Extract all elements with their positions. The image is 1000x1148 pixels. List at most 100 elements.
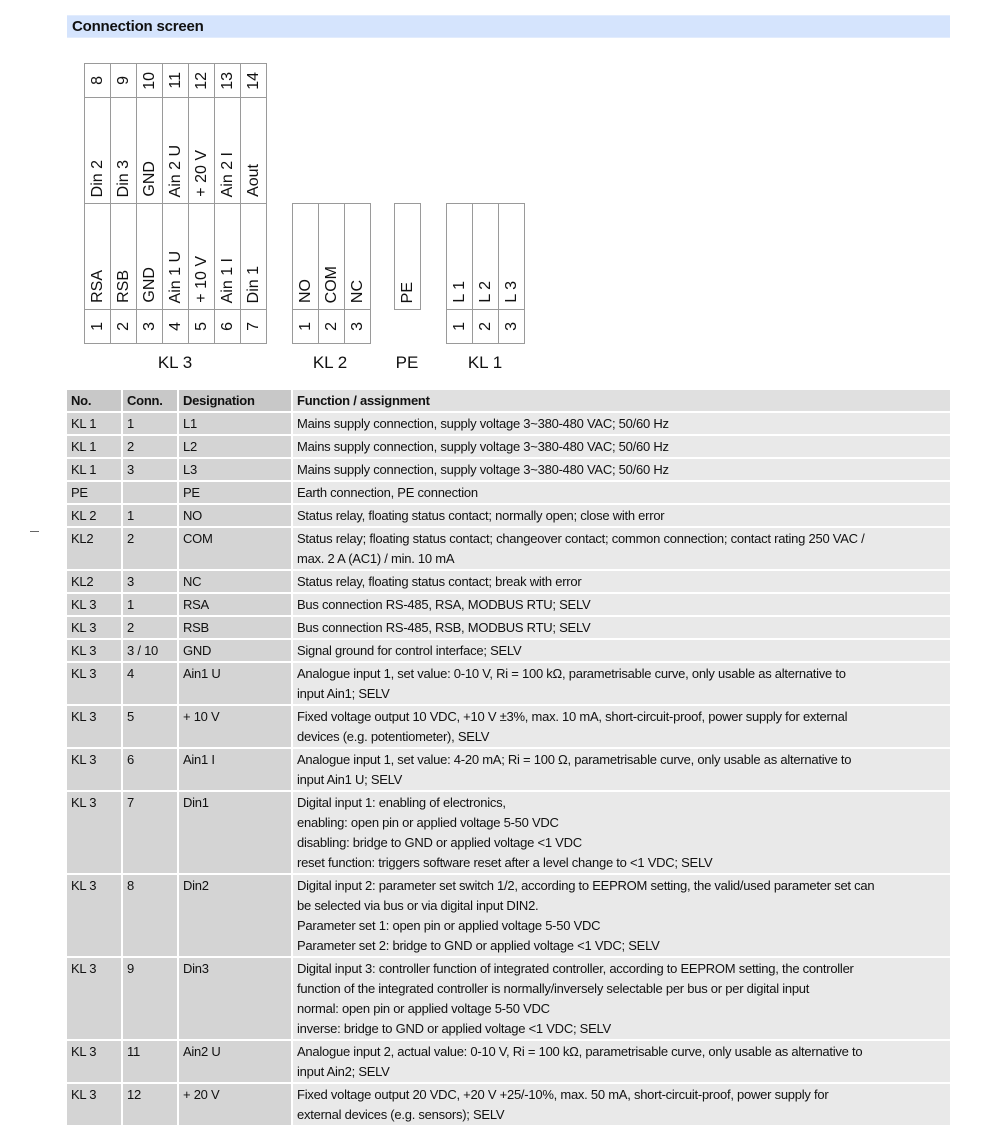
cell-function: Analogue input 2, actual value: 0-10 V, … xyxy=(293,1041,950,1082)
pin-number: 1 xyxy=(292,309,319,344)
cell-no: KL 3 xyxy=(67,706,121,747)
terminal-diagram: 8 9 10 11 12 13 14 Din 2 Din 3 GND Ain 2 U + 20 V Ai… xyxy=(0,0,1000,380)
cell-function: Analogue input 1, set value: 4-20 mA; Ri… xyxy=(293,749,950,790)
table-row: KL 3 7 Din1 Digital input 1: enabling of el… xyxy=(67,792,950,873)
table-row: KL 3 6 Ain1 I Analogue input 1, set value: … xyxy=(67,749,950,790)
cell-no: KL 3 xyxy=(67,792,121,873)
cell-function: Mains supply connection, supply voltage … xyxy=(293,413,950,434)
pin-number-text: 4 xyxy=(166,322,184,331)
cell-designation: GND xyxy=(179,640,291,661)
pin-label: Aout xyxy=(240,97,267,204)
pin-number: 3 xyxy=(344,309,371,344)
pin-label: GND xyxy=(136,97,163,204)
cell-conn: 2 xyxy=(123,436,177,457)
pin-number-text: 1 xyxy=(88,322,106,331)
table-row: KL2 2 COM Status relay; floating status con… xyxy=(67,528,950,569)
pin-label: GND xyxy=(136,203,163,310)
pin-number-text: 2 xyxy=(322,322,340,331)
pin-label: Ain 2 U xyxy=(162,97,189,204)
pin-label: RSB xyxy=(110,203,137,310)
cell-function: Status relay; floating status contact; c… xyxy=(293,528,950,569)
table-row: KL 3 9 Din3 Digital input 3: controller fun… xyxy=(67,958,950,1039)
pin-label-text: Ain 2 U xyxy=(166,144,184,197)
terminal-block-label: KL 1 xyxy=(467,353,503,372)
cell-designation: Din2 xyxy=(179,875,291,956)
pin-number: 3 xyxy=(498,309,525,344)
pin-label: L 2 xyxy=(472,203,499,310)
pin-label-text: Aout xyxy=(244,164,262,197)
pin-number: 8 xyxy=(84,63,111,98)
cell-function: Analogue input 1, set value: 0-10 V, Ri … xyxy=(293,663,950,704)
pin-number-text: 14 xyxy=(244,71,262,90)
cell-conn: 3 / 10 xyxy=(123,640,177,661)
cell-no: KL 3 xyxy=(67,875,121,956)
pin-number-text: 9 xyxy=(114,76,132,85)
pin-number: 12 xyxy=(188,63,215,98)
pin-label-text: PE xyxy=(398,281,416,303)
table-row: KL 3 8 Din2 Digital input 2: parameter set … xyxy=(67,875,950,956)
cell-no: KL 1 xyxy=(67,413,121,434)
pin-number-text: 2 xyxy=(114,322,132,331)
table-row: KL 2 1 NO Status relay, floating status con… xyxy=(67,505,950,526)
pin-number-text: 11 xyxy=(166,72,184,89)
connection-table: No. Conn. Designation Function / assignm… xyxy=(65,388,952,1127)
cell-function: Status relay, floating status contact; n… xyxy=(293,505,950,526)
cell-no: KL 3 xyxy=(67,749,121,790)
cell-conn: 6 xyxy=(123,749,177,790)
cell-designation: L2 xyxy=(179,436,291,457)
cell-no: KL 3 xyxy=(67,640,121,661)
pin-label-text: COM xyxy=(322,265,340,303)
pin-number-text: 10 xyxy=(140,71,158,90)
pin-number: 2 xyxy=(318,309,345,344)
pin-label-text: Ain 1 I xyxy=(218,257,236,303)
pin-label-text: L 1 xyxy=(450,281,468,303)
pin-number: 11 xyxy=(162,63,189,98)
cell-conn: 1 xyxy=(123,594,177,615)
pin-label: + 10 V xyxy=(188,203,215,310)
cell-conn: 12 xyxy=(123,1084,177,1125)
section-title-bar: Connection screen xyxy=(67,15,950,38)
pin-number-text: 2 xyxy=(476,322,494,331)
cell-no: KL 3 xyxy=(67,594,121,615)
cell-conn: 11 xyxy=(123,1041,177,1082)
cell-function: Signal ground for control interface; SEL… xyxy=(293,640,950,661)
pin-label-text: Ain 2 I xyxy=(218,151,236,197)
cell-conn: 8 xyxy=(123,875,177,956)
section-title: Connection screen xyxy=(72,18,204,35)
table-row: KL2 3 NC Status relay, floating status cont… xyxy=(67,571,950,592)
cell-conn: 9 xyxy=(123,958,177,1039)
table-row: KL 3 1 RSA Bus connection RS-485, RSA, MODB… xyxy=(67,594,950,615)
cell-conn: 5 xyxy=(123,706,177,747)
table-row: PE PE Earth connection, PE connection xyxy=(67,482,950,503)
cell-designation: NC xyxy=(179,571,291,592)
pin-label-text: + 20 V xyxy=(192,150,210,197)
terminal-block-label: KL 2 xyxy=(312,353,348,372)
pin-label-text: RSA xyxy=(88,270,106,303)
table-row: KL 3 12 + 20 V Fixed voltage output 20 VDC,… xyxy=(67,1084,950,1125)
cell-designation: NO xyxy=(179,505,291,526)
pin-number-text: 1 xyxy=(450,322,468,331)
pin-number: 5 xyxy=(188,309,215,344)
cell-designation: Din1 xyxy=(179,792,291,873)
pin-label-text: NC xyxy=(348,279,366,303)
pin-label-text: GND xyxy=(140,267,158,303)
pin-number-text: 3 xyxy=(502,322,520,331)
cell-function: Fixed voltage output 20 VDC, +20 V +25/-… xyxy=(293,1084,950,1125)
header-no: No. xyxy=(67,390,121,411)
cell-function: Bus connection RS-485, RSA, MODBUS RTU; … xyxy=(293,594,950,615)
pin-label: Din 2 xyxy=(84,97,111,204)
cell-no: KL 3 xyxy=(67,1084,121,1125)
pin-number-text: 12 xyxy=(192,71,210,90)
pin-number: 3 xyxy=(136,309,163,344)
pin-number: 2 xyxy=(110,309,137,344)
pin-label: Din 1 xyxy=(240,203,267,310)
terminal-block-label: KL 3 xyxy=(157,353,193,372)
table-row: KL 3 2 RSB Bus connection RS-485, RSB, MODB… xyxy=(67,617,950,638)
table-row: KL 3 11 Ain2 U Analogue input 2, actual val… xyxy=(67,1041,950,1082)
pin-label-text: NO xyxy=(296,279,314,303)
cell-no: KL 3 xyxy=(67,1041,121,1082)
margin-mark xyxy=(30,531,39,532)
cell-no: KL 3 xyxy=(67,617,121,638)
cell-function: Fixed voltage output 10 VDC, +10 V ±3%, … xyxy=(293,706,950,747)
